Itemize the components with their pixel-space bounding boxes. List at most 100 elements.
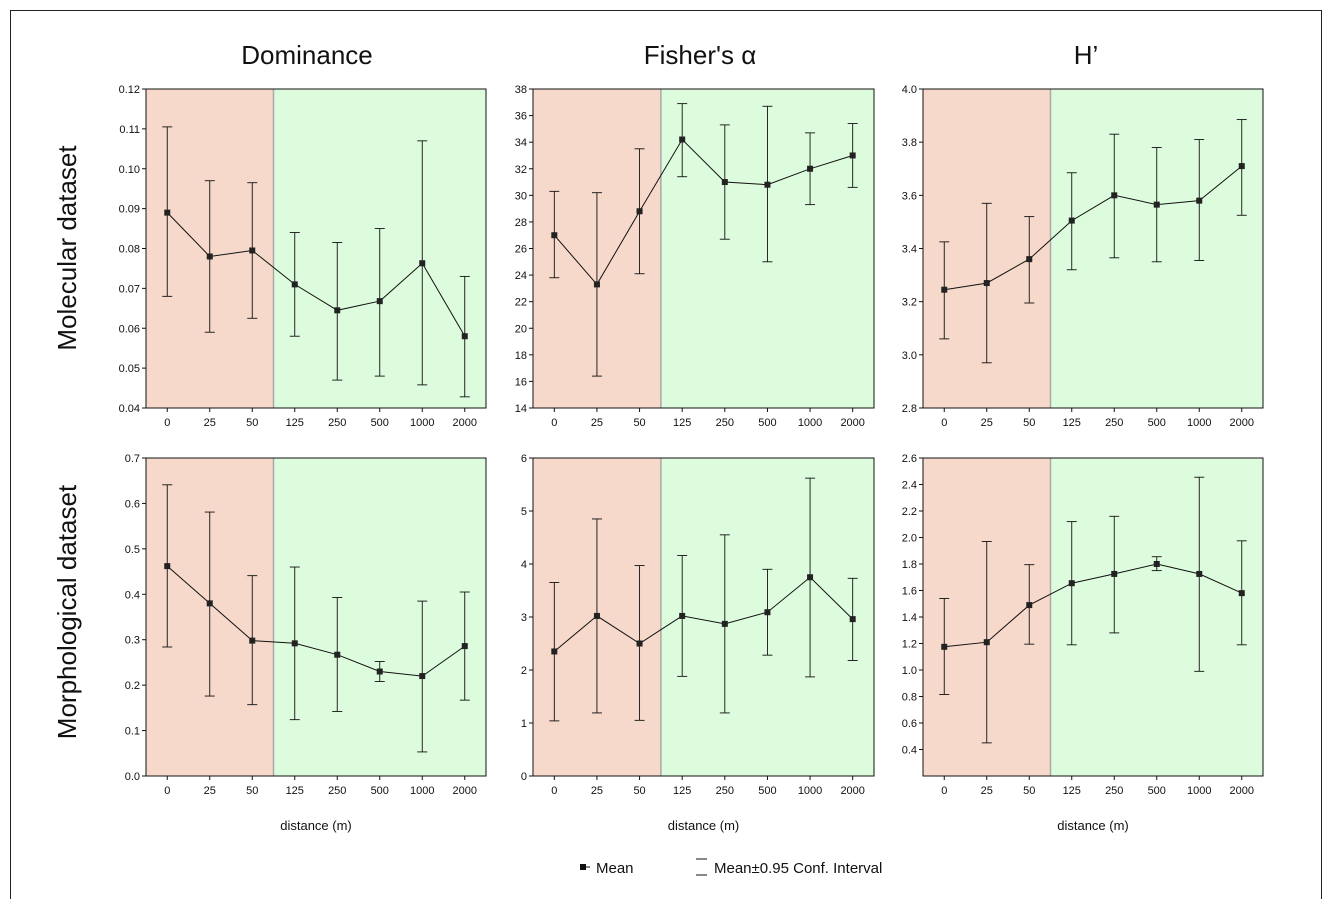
shaded-zone-far	[1050, 458, 1263, 776]
y-tick-label: 32	[515, 164, 527, 176]
mean-point	[679, 136, 686, 143]
x-tick-label: 250	[1105, 417, 1123, 429]
x-tick-label: 0	[941, 417, 947, 429]
y-tick-label: 3.6	[902, 190, 917, 202]
y-tick-label: 3.8	[902, 137, 917, 149]
y-tick-label: 0.3	[125, 635, 140, 647]
y-tick-label: 16	[515, 376, 527, 388]
y-tick-label: 24	[515, 270, 527, 282]
x-tick-label: 1000	[798, 417, 822, 429]
y-tick-label: 3.0	[902, 350, 917, 362]
x-tick-label: 125	[286, 417, 304, 429]
x-tick-label: 1000	[1187, 785, 1211, 797]
mean-point	[334, 651, 341, 658]
mean-point	[679, 612, 686, 619]
mean-point	[593, 281, 600, 288]
x-tick-label: 2000	[453, 417, 477, 429]
mean-point	[849, 616, 856, 623]
y-tick-label: 0.2	[125, 680, 140, 692]
panel-0: 0.04 0.05 0.06 0.07 0.08 0.09 0.10 0.11 0.12 0 25 5…	[119, 84, 487, 429]
mean-point	[291, 281, 298, 288]
x-tick-label: 25	[981, 785, 993, 797]
mean-point	[206, 600, 213, 607]
y-tick-label: 0.07	[119, 283, 140, 295]
mean-point	[807, 574, 814, 581]
x-tick-label: 0	[551, 417, 557, 429]
x-tick-label: 50	[1023, 785, 1035, 797]
x-tick-label: 125	[1063, 417, 1081, 429]
panel-4: 0 1 2 3 4 5 6 0 25 50 125 250 500 1000 2000 distance (m…	[521, 453, 875, 833]
shaded-zone-far	[273, 458, 486, 776]
column-title-2: H’	[1074, 40, 1099, 70]
mean-point	[1153, 201, 1160, 208]
mean-point	[206, 253, 213, 260]
x-tick-label: 1000	[1187, 417, 1211, 429]
mean-point	[807, 165, 814, 172]
mean-line	[166, 212, 466, 337]
y-tick-label: 0.10	[119, 164, 140, 176]
x-tick-label: 500	[1148, 417, 1166, 429]
mean-point	[1026, 256, 1033, 263]
column-title-0: Dominance	[241, 40, 373, 70]
y-tick-label: 30	[515, 190, 527, 202]
x-tick-label: 50	[246, 785, 258, 797]
mean-point	[334, 307, 341, 314]
x-tick-label: 50	[633, 785, 645, 797]
mean-point	[419, 673, 426, 680]
panel-5: 0.4 0.6 0.8 1.0 1.2 1.4 1.6 1.8 2.0 2.2 2.4 2.6 0 25 5…	[902, 453, 1264, 833]
legend-ci-label: Mean±0.95 Conf. Interval	[714, 860, 882, 877]
x-tick-label: 0	[551, 785, 557, 797]
y-tick-label: 1.8	[902, 559, 917, 571]
y-tick-label: 4	[521, 559, 527, 571]
y-tick-label: 2.0	[902, 533, 917, 545]
mean-point	[1238, 590, 1245, 597]
mean-point	[461, 333, 468, 340]
y-tick-label: 0.5	[125, 544, 140, 556]
y-tick-label: 1	[521, 718, 527, 730]
mean-point	[1196, 197, 1203, 204]
x-tick-label: 50	[1023, 417, 1035, 429]
mean-point	[1068, 580, 1075, 587]
x-tick-label: 250	[1105, 785, 1123, 797]
mean-point	[593, 612, 600, 619]
x-tick-label: 1000	[410, 785, 434, 797]
mean-point	[983, 280, 990, 287]
y-tick-label: 3.2	[902, 297, 917, 309]
mean-point	[376, 668, 383, 675]
x-tick-label: 2000	[1230, 417, 1254, 429]
x-axis-label: distance (m)	[280, 818, 352, 833]
mean-point	[1153, 561, 1160, 567]
y-tick-label: 0.0	[125, 771, 140, 783]
y-tick-label: 2.8	[902, 403, 917, 415]
x-tick-label: 2000	[840, 785, 864, 797]
mean-point	[764, 609, 771, 616]
y-tick-label: 2	[521, 665, 527, 677]
row-title-0: Molecular dataset	[52, 145, 82, 351]
y-tick-label: 20	[515, 323, 527, 335]
y-tick-label: 2.4	[902, 480, 917, 492]
mean-point	[291, 640, 298, 647]
y-tick-label: 0.4	[902, 745, 917, 757]
plot-frame	[145, 457, 487, 777]
mean-point	[941, 286, 948, 293]
y-tick-label: 2.2	[902, 506, 917, 518]
mean-point	[419, 260, 426, 267]
x-tick-label: 0	[164, 417, 170, 429]
mean-point	[721, 620, 728, 627]
x-tick-label: 2000	[840, 417, 864, 429]
x-axis-label: distance (m)	[1057, 818, 1129, 833]
panel-1: 14 16 18 20 22 24 26 28 30 32 34 36 38 0 25 50 125 250 500…	[515, 84, 875, 429]
mean-point	[721, 179, 728, 186]
mean-point	[941, 643, 948, 650]
y-tick-label: 0.04	[119, 403, 140, 415]
y-tick-label: 0.12	[119, 84, 140, 96]
x-tick-label: 250	[716, 785, 734, 797]
y-tick-label: 3	[521, 612, 527, 624]
column-title-1: Fisher's α	[644, 40, 756, 70]
x-tick-label: 125	[286, 785, 304, 797]
y-tick-label: 5	[521, 506, 527, 518]
y-tick-label: 0.6	[902, 718, 917, 730]
y-tick-label: 0.6	[125, 498, 140, 510]
mean-point	[1068, 217, 1075, 224]
